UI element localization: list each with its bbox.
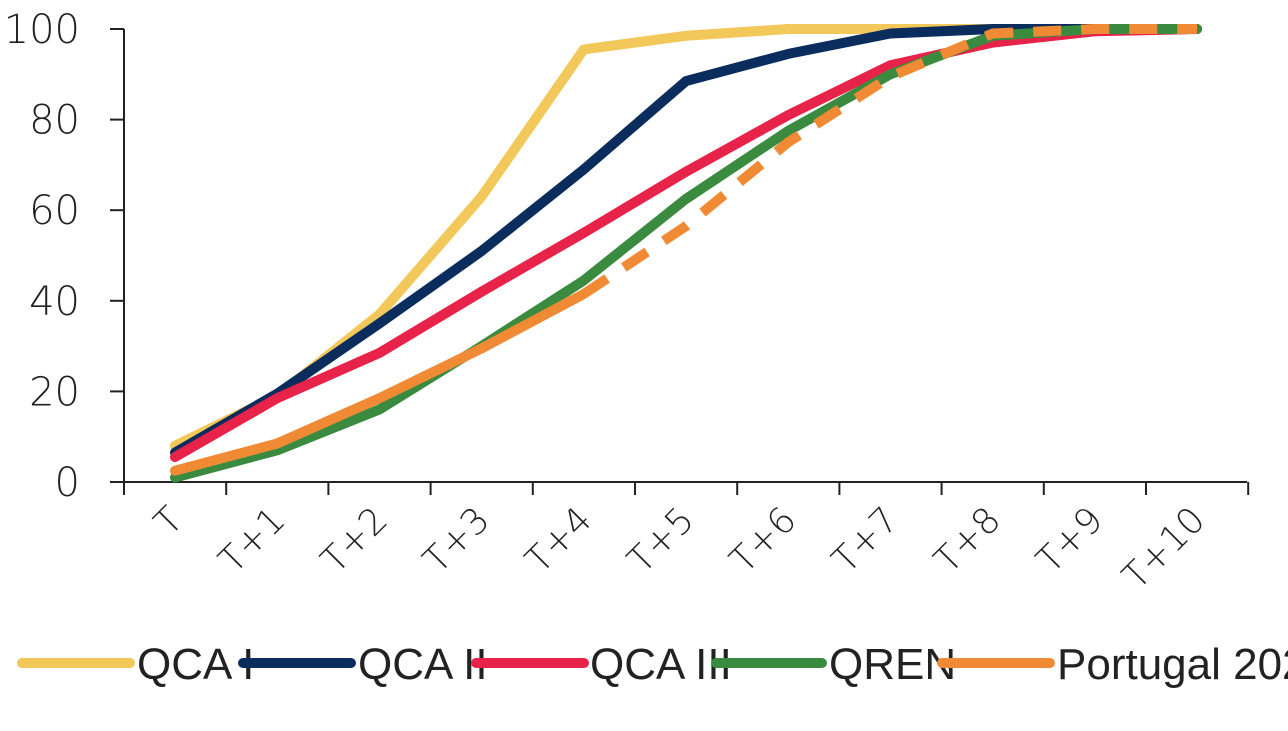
- x-tick-label: T+1: [211, 499, 293, 581]
- series-portugal-2020: [170, 24, 1197, 476]
- x-axis: T T+1 T+2 T+3 T+4 T+5 T+6 T+7 T+8 T+9 T+10: [123, 481, 1250, 598]
- x-tick-label: T+8: [927, 499, 1009, 581]
- series-line-portugal-2020-forecast: [581, 24, 1197, 299]
- series-line-qca-ii: [170, 24, 1202, 458]
- y-tick-label: 0: [55, 460, 80, 506]
- legend-item-qca-i: QCA I: [17, 640, 254, 689]
- x-tick-label: T+2: [314, 499, 396, 581]
- x-tick-label: T+5: [620, 499, 702, 581]
- series-line-qca-i: [170, 24, 1202, 451]
- x-tick-label: T+9: [1029, 499, 1111, 581]
- legend-item-qren: QREN: [711, 640, 956, 689]
- y-tick-label: 20: [29, 369, 80, 415]
- legend-label: QCA III: [590, 640, 732, 689]
- legend-label: Portugal 2020: [1057, 640, 1288, 689]
- legend-label: QCA I: [137, 640, 254, 689]
- series-qca-iii: [170, 24, 1202, 463]
- legend-item-portugal-2020: Portugal 2020: [937, 640, 1288, 689]
- series-qren: [170, 24, 1202, 483]
- legend-item-qca-iii: QCA III: [471, 640, 732, 689]
- series-qca-ii: [170, 24, 1202, 458]
- x-tick-label: T: [147, 499, 192, 544]
- y-axis: 0 20 40 60 80 100: [4, 7, 125, 506]
- x-tick-label: T+10: [1115, 499, 1213, 597]
- series-qca-i: [170, 24, 1202, 451]
- x-tick-label: T+6: [722, 499, 804, 581]
- x-tick-label: T+4: [518, 499, 600, 581]
- series-line-qca-iii: [170, 24, 1202, 463]
- series-layer: [170, 24, 1202, 483]
- series-line-portugal-2020-actual: [170, 289, 589, 476]
- legend-item-qca-ii: QCA II: [238, 640, 488, 689]
- y-tick-label: 80: [29, 98, 80, 144]
- y-tick-label: 100: [4, 7, 80, 53]
- x-tick-label: T+7: [825, 499, 907, 581]
- x-tick-label: T+3: [416, 499, 498, 581]
- legend-label: QREN: [829, 640, 956, 689]
- y-tick-label: 40: [29, 279, 80, 325]
- y-tick-label: 60: [29, 188, 80, 234]
- legend-label: QCA II: [358, 640, 488, 689]
- legend: QCA I QCA II QCA III QREN Portugal 2020: [17, 640, 1288, 689]
- series-line-qren: [170, 24, 1202, 483]
